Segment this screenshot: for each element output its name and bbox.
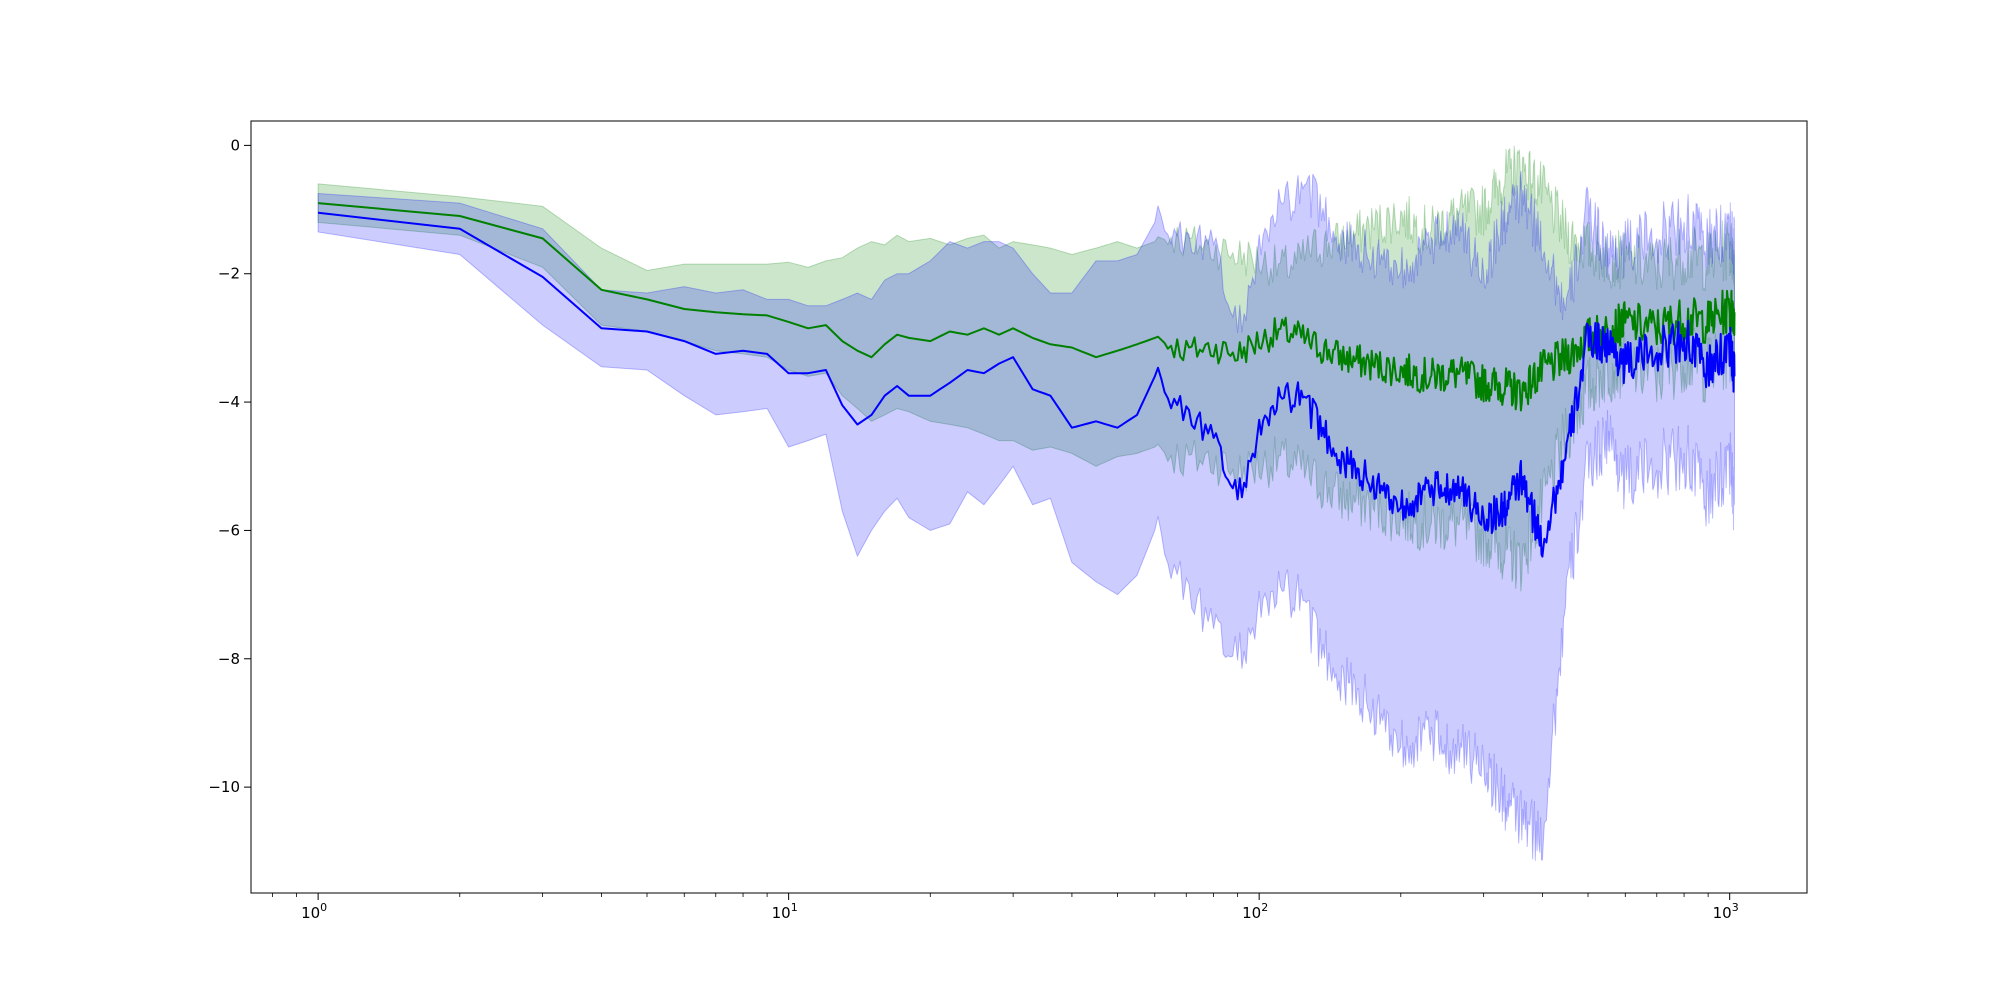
plot-area-frame [250,120,1808,894]
series-line-0 [318,202,1736,412]
y-tick-label-1: −2 [218,265,240,283]
y-tick-label-5: −10 [208,778,240,796]
y-tick-label-2: −4 [218,393,240,411]
confidence-bands [317,145,1735,861]
series-band-1 [317,171,1735,861]
x-axis: 100 101 102 103 [272,893,1739,922]
y-axis: 0 −2 −4 −6 −8 −10 [208,136,251,796]
series-lines [317,202,1736,558]
y-tick-label-4: −8 [218,650,240,668]
x-tick-label-2: 102 [1242,901,1268,922]
series-line-1 [317,211,1736,558]
y-tick-label-3: −6 [218,521,240,539]
y-tick-label-0: 0 [230,136,240,154]
x-tick-label-1: 101 [772,901,798,922]
x-tick-label-3: 103 [1713,901,1739,922]
x-tick-label-0: 100 [301,901,327,922]
